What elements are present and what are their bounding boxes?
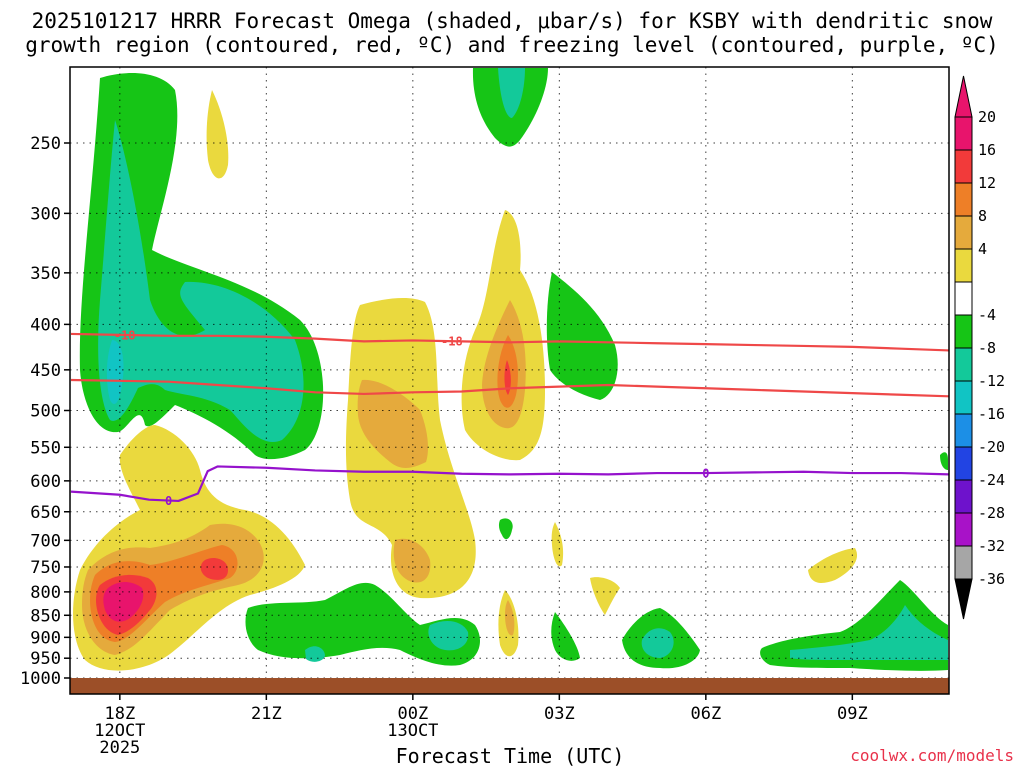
omega-area bbox=[940, 452, 948, 470]
colorbar-box bbox=[954, 380, 973, 415]
colorbar-box bbox=[954, 413, 973, 448]
x-tick-sublabel: 2025 bbox=[99, 738, 140, 758]
y-tick-label: 400 bbox=[30, 315, 61, 335]
omega-area bbox=[498, 68, 525, 118]
omega-area bbox=[808, 548, 858, 583]
contour-line bbox=[70, 465, 949, 503]
colorbar-box bbox=[954, 512, 973, 547]
x-tick-sublabel: 12OCT bbox=[94, 721, 145, 741]
colorbar-box bbox=[954, 149, 973, 184]
y-tick-label: 1000 bbox=[20, 669, 61, 689]
contour-line bbox=[70, 332, 949, 352]
colorbar-box bbox=[954, 545, 973, 580]
colorbar-label: -8 bbox=[978, 339, 996, 357]
colorbar-label: -28 bbox=[978, 504, 1005, 522]
chart-title-line-1: 2025101217 HRRR Forecast Omega (shaded, … bbox=[31, 9, 993, 33]
omega-area bbox=[790, 605, 948, 660]
colorbar-label: 12 bbox=[978, 174, 996, 192]
colorbar-label: 4 bbox=[978, 240, 987, 258]
y-tick-label: 500 bbox=[30, 402, 61, 422]
omega-area bbox=[206, 90, 229, 179]
x-tick-label: 09Z bbox=[837, 704, 868, 724]
colorbar-box bbox=[954, 347, 973, 382]
colorbar-label: 20 bbox=[978, 108, 996, 126]
x-tick-label: 18Z bbox=[104, 704, 135, 724]
colorbar-box bbox=[954, 116, 973, 151]
y-tick-label: 550 bbox=[30, 438, 61, 458]
contour-label: 0 bbox=[702, 467, 709, 481]
colorbar-label: -32 bbox=[978, 537, 1005, 555]
omega-area bbox=[357, 379, 428, 468]
omega-area bbox=[551, 612, 580, 661]
colorbar-box bbox=[954, 479, 973, 514]
omega-area bbox=[551, 522, 564, 567]
contour-line bbox=[70, 378, 949, 398]
y-tick-label: 950 bbox=[30, 649, 61, 669]
colorbar-label: -24 bbox=[978, 471, 1005, 489]
contour-label: 0 bbox=[165, 494, 172, 508]
y-tick-label: 450 bbox=[30, 361, 61, 381]
colorbar-bottom-arrow bbox=[954, 578, 973, 620]
colorbar-box bbox=[954, 446, 973, 481]
contour-label: -18 bbox=[441, 335, 463, 349]
colorbar-box bbox=[954, 248, 973, 283]
colorbar-box bbox=[954, 314, 973, 349]
omega-area bbox=[245, 582, 480, 666]
colorbar-box bbox=[954, 281, 973, 316]
colorbar-label: -20 bbox=[978, 438, 1005, 456]
omega-area bbox=[641, 628, 674, 658]
y-tick-label: 900 bbox=[30, 628, 61, 648]
omega-area bbox=[428, 620, 469, 651]
omega-area bbox=[590, 577, 620, 615]
y-tick-label: 700 bbox=[30, 531, 61, 551]
x-axis-title: Forecast Time (UTC) bbox=[395, 744, 625, 768]
x-tick-label: 21Z bbox=[251, 704, 282, 724]
chart-title-line-2: growth region (contoured, red, ºC) and f… bbox=[25, 33, 999, 57]
omega-area bbox=[393, 538, 431, 583]
y-tick-label: 650 bbox=[30, 503, 61, 523]
x-tick-label: 03Z bbox=[544, 704, 575, 724]
omega-area bbox=[98, 120, 304, 443]
omega-area bbox=[103, 582, 144, 622]
omega-area bbox=[200, 558, 228, 580]
colorbar-label: 8 bbox=[978, 207, 987, 225]
omega-area bbox=[106, 340, 124, 405]
y-tick-label: 600 bbox=[30, 472, 61, 492]
y-tick-label: 850 bbox=[30, 606, 61, 626]
credit-text: coolwx.com/models bbox=[850, 746, 1014, 765]
contour-label: -18 bbox=[114, 328, 136, 342]
y-tick-label: 750 bbox=[30, 558, 61, 578]
omega-area bbox=[305, 646, 325, 662]
colorbar-label: -36 bbox=[978, 570, 1005, 588]
colorbar-box bbox=[954, 182, 973, 217]
omega-area bbox=[546, 272, 618, 400]
colorbar-box bbox=[954, 215, 973, 250]
x-tick-label: 06Z bbox=[690, 704, 721, 724]
colorbar-top-arrow bbox=[954, 75, 973, 118]
y-tick-label: 350 bbox=[30, 264, 61, 284]
x-tick-label: 00Z bbox=[397, 704, 428, 724]
ground-strip bbox=[70, 678, 949, 694]
omega-area bbox=[504, 360, 511, 395]
x-tick-sublabel: 13OCT bbox=[387, 721, 438, 741]
y-tick-label: 250 bbox=[30, 134, 61, 154]
y-tick-label: 800 bbox=[30, 583, 61, 603]
colorbar-label: -12 bbox=[978, 372, 1005, 390]
colorbar-label: -4 bbox=[978, 306, 996, 324]
y-tick-label: 300 bbox=[30, 204, 61, 224]
colorbar-label: -16 bbox=[978, 405, 1005, 423]
plot-frame bbox=[69, 66, 950, 695]
omega-area bbox=[505, 600, 515, 636]
colorbar-label: 16 bbox=[978, 141, 996, 159]
omega-area bbox=[498, 518, 513, 540]
